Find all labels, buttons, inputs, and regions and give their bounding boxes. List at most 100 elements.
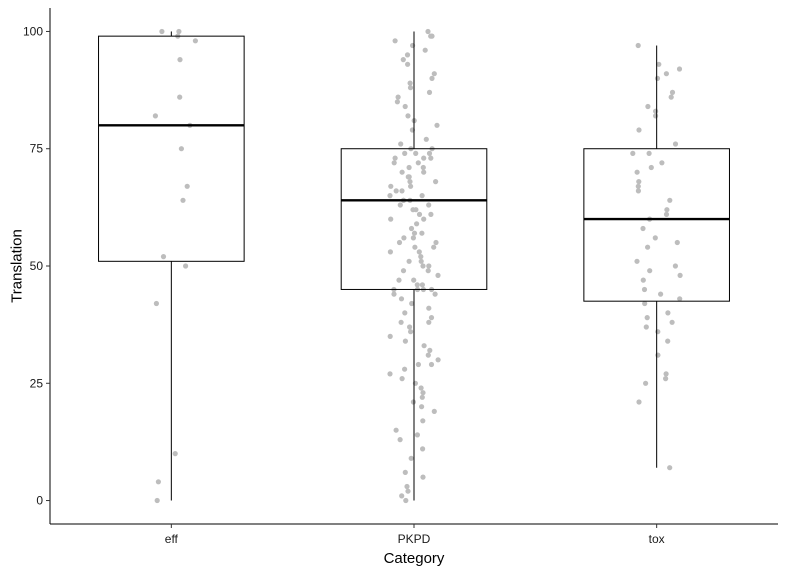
- data-point: [634, 258, 640, 264]
- data-point: [155, 479, 161, 485]
- data-point: [405, 113, 411, 119]
- box-iqr: [340, 148, 488, 290]
- data-point: [406, 164, 412, 171]
- data-point: [676, 66, 683, 72]
- data-point: [408, 225, 415, 232]
- data-point: [420, 418, 426, 424]
- data-point: [640, 225, 646, 232]
- box-iqr: [98, 35, 245, 262]
- jitter-points: [152, 28, 683, 504]
- data-point: [408, 329, 414, 335]
- data-point: [418, 258, 424, 264]
- data-point: [420, 263, 426, 269]
- y-axis-title: Translation: [8, 229, 25, 303]
- data-point: [387, 193, 393, 199]
- data-point: [154, 497, 160, 504]
- data-point: [646, 150, 652, 156]
- data-point: [419, 282, 425, 288]
- data-point: [388, 183, 394, 189]
- data-point: [655, 352, 661, 358]
- data-point: [406, 174, 412, 180]
- data-point: [432, 291, 438, 297]
- data-point: [635, 42, 641, 49]
- box-eff: [98, 31, 245, 501]
- data-point: [431, 244, 437, 250]
- data-point: [421, 343, 427, 349]
- y-tick-label: 75: [30, 142, 44, 156]
- data-point: [184, 183, 190, 189]
- data-point: [663, 71, 670, 77]
- data-point: [428, 315, 435, 321]
- data-point: [192, 38, 198, 44]
- data-point: [392, 155, 398, 161]
- data-point: [419, 230, 425, 236]
- data-point: [665, 338, 671, 344]
- data-point: [641, 286, 648, 293]
- data-point: [395, 94, 401, 100]
- data-point: [419, 404, 425, 410]
- data-point: [400, 268, 407, 274]
- data-point: [396, 277, 402, 283]
- data-point: [433, 239, 439, 246]
- data-point: [410, 235, 416, 241]
- data-point: [160, 254, 167, 260]
- data-point: [425, 28, 431, 35]
- data-point: [421, 155, 427, 161]
- data-point: [669, 89, 676, 95]
- data-point: [677, 272, 683, 278]
- box-pkpd: [340, 31, 488, 501]
- data-point: [421, 216, 427, 222]
- data-point: [404, 52, 411, 58]
- data-point: [667, 197, 673, 203]
- data-point: [672, 141, 679, 147]
- data-point: [636, 127, 642, 133]
- box-iqr: [583, 148, 730, 302]
- data-point: [674, 239, 680, 246]
- data-point: [667, 465, 673, 471]
- data-point: [407, 324, 413, 330]
- x-tick-label: tox: [649, 532, 665, 546]
- x-axis-title: Category: [384, 550, 445, 567]
- data-point: [405, 488, 411, 494]
- data-point: [152, 113, 158, 119]
- data-point: [415, 160, 421, 166]
- data-point: [663, 371, 669, 377]
- data-point: [407, 80, 413, 86]
- data-point: [393, 188, 399, 194]
- data-point: [402, 310, 408, 316]
- data-point: [656, 61, 662, 67]
- data-point: [427, 347, 433, 353]
- data-point: [388, 216, 394, 222]
- data-point: [672, 263, 679, 269]
- data-point: [426, 263, 432, 269]
- data-point: [414, 221, 420, 227]
- data-point: [677, 296, 683, 302]
- data-point: [423, 136, 429, 142]
- data-point: [399, 188, 405, 194]
- data-point: [652, 235, 658, 241]
- data-point: [413, 150, 419, 156]
- data-point: [420, 164, 426, 171]
- data-point: [665, 310, 671, 316]
- data-point: [397, 437, 403, 443]
- data-point: [422, 47, 428, 53]
- data-point: [668, 94, 674, 100]
- data-point: [402, 366, 408, 372]
- data-point: [426, 150, 433, 156]
- data-point: [183, 263, 189, 269]
- data-point: [404, 483, 410, 490]
- data-point: [428, 211, 434, 217]
- data-point: [426, 319, 432, 325]
- y-axis-ticks: 0 25 50 75 100: [23, 24, 50, 508]
- data-point: [414, 432, 420, 438]
- data-point: [640, 277, 646, 283]
- data-point: [630, 150, 636, 156]
- data-point: [655, 329, 661, 335]
- data-point: [420, 390, 426, 396]
- data-point: [431, 408, 437, 414]
- data-point: [642, 300, 648, 307]
- data-point: [421, 169, 427, 175]
- data-point: [435, 357, 441, 363]
- data-point: [431, 71, 437, 77]
